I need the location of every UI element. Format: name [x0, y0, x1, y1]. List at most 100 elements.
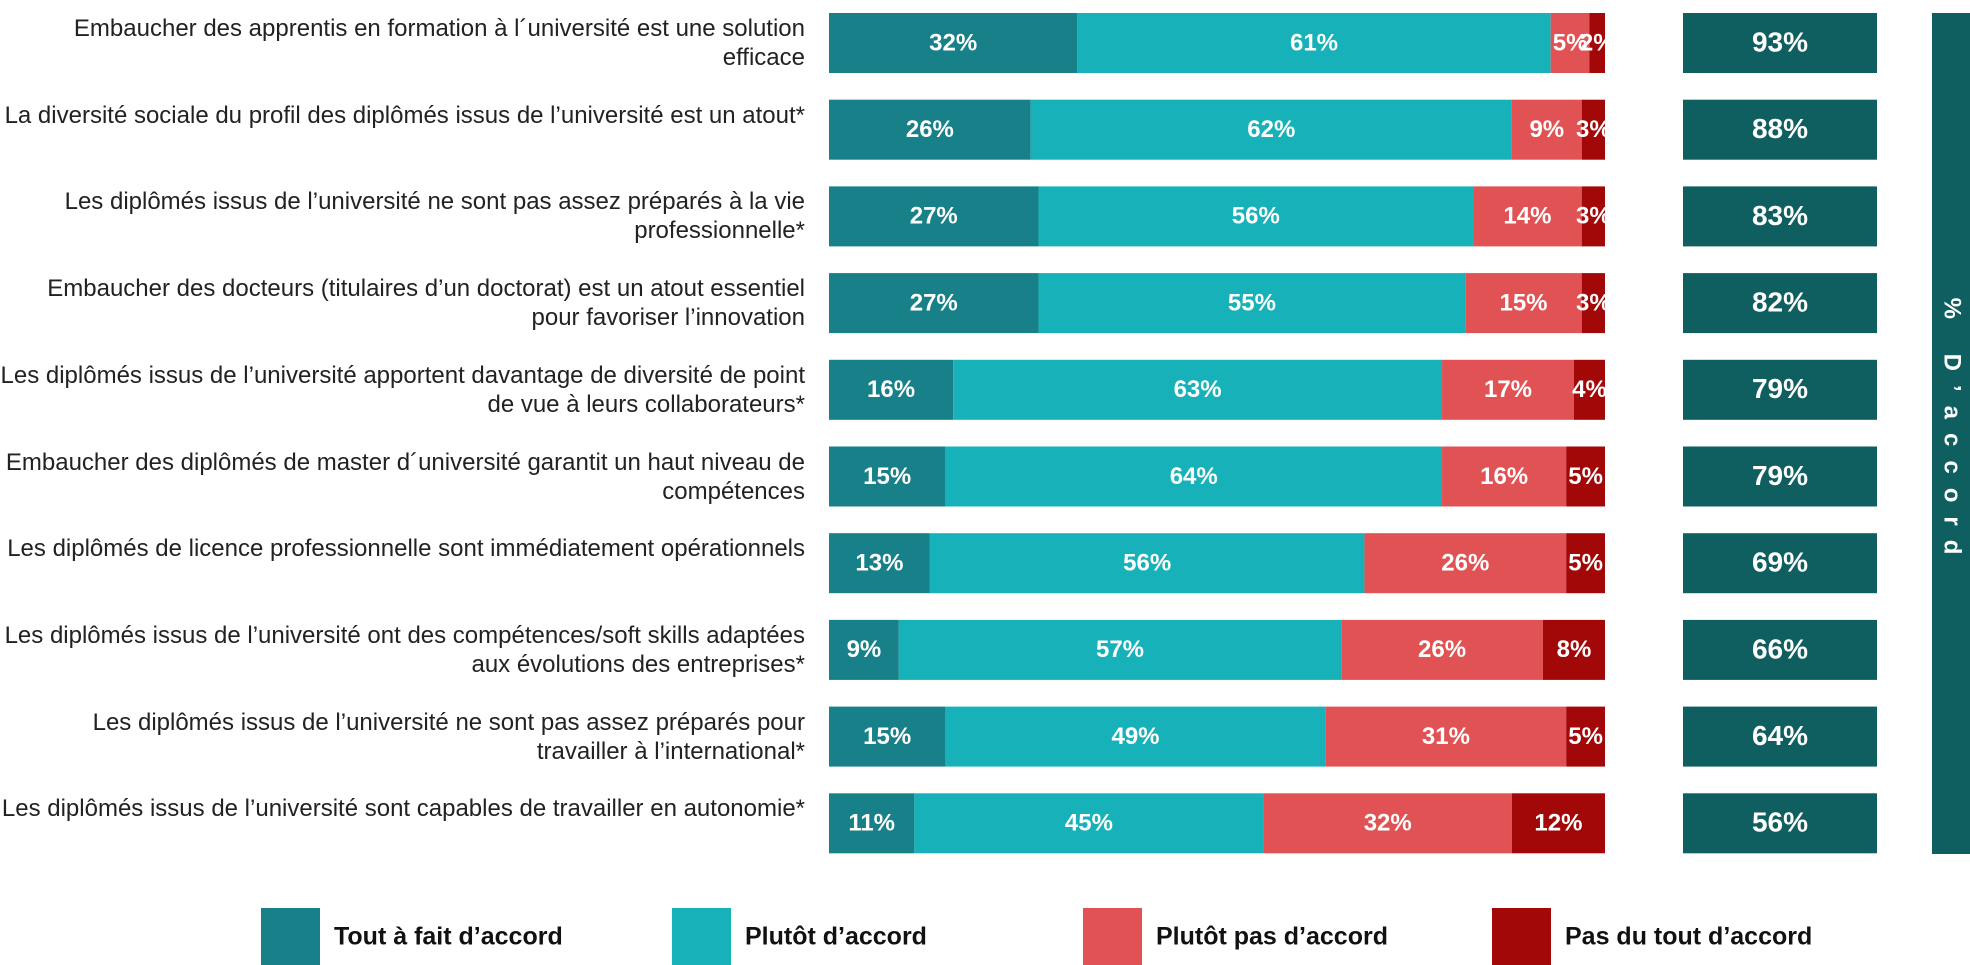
bar-segment — [929, 533, 1365, 594]
bar-segment — [1542, 619, 1605, 680]
bar-segment — [1030, 99, 1512, 160]
value-label: 9% — [1529, 116, 1564, 143]
bar-segment — [829, 13, 1078, 73]
value-label: 15% — [1499, 289, 1547, 316]
value-label: 16% — [1480, 463, 1528, 490]
total-label: 56% — [1752, 807, 1808, 838]
value-label: 17% — [1484, 376, 1532, 403]
value-label: 27% — [910, 289, 958, 316]
bar-segment — [829, 446, 946, 507]
bar-segment — [1038, 273, 1466, 334]
category-label: Les diplômés issus de l’université ont d… — [4, 621, 805, 678]
category-label: Les diplômés issus de l’université appor… — [0, 361, 806, 418]
value-label: 55% — [1228, 289, 1276, 316]
total-box — [1683, 99, 1877, 160]
category-label: Embaucher des docteurs (titulaires d’un … — [47, 275, 805, 332]
value-label: 3% — [1576, 116, 1611, 143]
bar-segment — [829, 706, 946, 767]
value-label: 26% — [1441, 550, 1489, 577]
bar-segment — [1581, 99, 1605, 160]
value-label: 62% — [1247, 116, 1295, 143]
total-label: 79% — [1752, 373, 1808, 404]
bar-segment — [1465, 273, 1582, 334]
category-label: Les diplômés issus de l’université sont … — [1, 795, 805, 823]
bar-segment — [829, 359, 954, 420]
legend-label: Tout à fait d’accord — [334, 923, 563, 951]
value-label: 5% — [1553, 29, 1588, 56]
bar-segment — [829, 186, 1039, 247]
legend-swatch — [672, 908, 731, 965]
total-box — [1683, 186, 1877, 247]
bar-segment — [829, 273, 1039, 334]
value-label: 2% — [1580, 29, 1615, 56]
bar-segment — [1077, 13, 1551, 73]
value-label: 9% — [847, 636, 882, 663]
category-label: Embaucher des apprentis en formation à l… — [73, 15, 805, 71]
bar-segment — [1325, 706, 1567, 767]
bar-segment — [945, 706, 1326, 767]
legend-swatch — [261, 908, 320, 965]
value-label: 15% — [863, 463, 911, 490]
legend-label: Pas du tout d’accord — [1565, 923, 1812, 951]
bar-segment — [1550, 13, 1590, 73]
value-label: 27% — [910, 203, 958, 230]
category-label: La diversité sociale du profil des diplô… — [4, 101, 805, 129]
value-label: 63% — [1174, 376, 1222, 403]
total-label: 83% — [1752, 200, 1808, 231]
value-label: 26% — [906, 116, 954, 143]
total-box — [1683, 13, 1877, 73]
value-label: 57% — [1096, 636, 1144, 663]
bar-segment — [953, 359, 1443, 420]
value-label: 3% — [1576, 203, 1611, 230]
bar-segment — [1442, 359, 1574, 420]
bar-segment — [1566, 446, 1605, 507]
value-label: 45% — [1065, 810, 1113, 837]
bar-segment — [829, 99, 1031, 160]
value-label: 13% — [855, 550, 903, 577]
totals-header — [1932, 13, 1970, 854]
bar-segment — [1442, 446, 1567, 507]
bar-segment — [1581, 186, 1605, 247]
legend-swatch — [1492, 908, 1551, 965]
total-box — [1683, 619, 1877, 680]
total-box — [1683, 446, 1877, 507]
total-box — [1683, 793, 1877, 854]
category-label: Les diplômés issus de l’université ne so… — [64, 188, 805, 245]
category-label: Les diplômés issus de l’université ne so… — [92, 708, 805, 765]
category-label: Embaucher des diplômés de master d´unive… — [5, 448, 805, 505]
bar-segment — [829, 793, 915, 854]
bar-segment — [829, 619, 899, 680]
total-label: 79% — [1752, 460, 1808, 491]
bar-segment — [1473, 186, 1582, 247]
value-label: 31% — [1422, 723, 1470, 750]
total-box — [1683, 273, 1877, 334]
value-label: 14% — [1503, 203, 1551, 230]
value-label: 4% — [1572, 376, 1607, 403]
category-label: Les diplômés de licence professionnelle … — [7, 535, 805, 563]
bar-segment — [945, 446, 1443, 507]
bar-segment — [1566, 533, 1605, 594]
total-label: 82% — [1752, 286, 1808, 317]
bar-segment — [829, 533, 930, 594]
total-box — [1683, 706, 1877, 767]
value-label: 61% — [1290, 29, 1338, 56]
value-label: 49% — [1111, 723, 1159, 750]
bar-segment — [914, 793, 1264, 854]
total-label: 93% — [1752, 26, 1808, 57]
value-label: 11% — [848, 810, 895, 837]
value-label: 3% — [1576, 289, 1611, 316]
bar-segment — [1573, 359, 1605, 420]
value-label: 32% — [1364, 810, 1412, 837]
total-box — [1683, 533, 1877, 594]
totals-title: % D’accord — [1939, 298, 1966, 569]
value-label: 16% — [867, 376, 915, 403]
bar-segment — [1038, 186, 1474, 247]
total-label: 66% — [1752, 633, 1808, 664]
value-label: 64% — [1170, 463, 1218, 490]
value-label: 26% — [1418, 636, 1466, 663]
value-label: 56% — [1232, 203, 1280, 230]
total-box — [1683, 359, 1877, 420]
value-label: 12% — [1534, 810, 1582, 837]
